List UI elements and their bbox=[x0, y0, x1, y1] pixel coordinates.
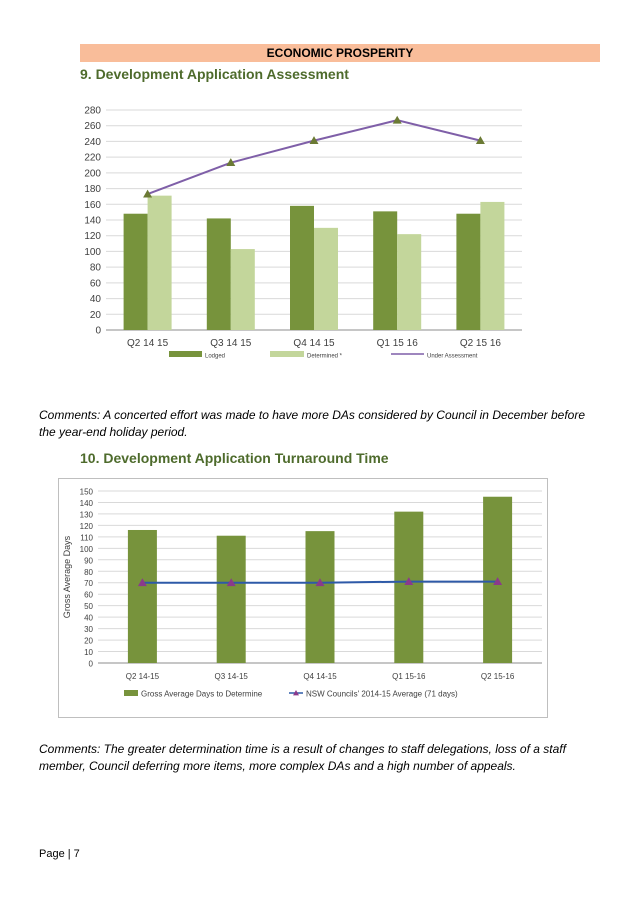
da-assessment-chart-svg: 0 20 40 60 80 100 120 140 160 180 200 220 240 260 280 Q… bbox=[84, 106, 522, 360]
line-marker bbox=[137, 578, 147, 587]
y-tick-label: 140 bbox=[80, 499, 94, 508]
bar-gross-average-days-to-determine bbox=[127, 529, 157, 663]
legend-label: Lodged bbox=[205, 354, 225, 360]
legend-label: Gross Average Days to Determine bbox=[141, 690, 263, 699]
bar-determined bbox=[480, 201, 505, 330]
line-marker bbox=[226, 578, 236, 587]
line-marker bbox=[475, 136, 485, 145]
y-tick-label: 150 bbox=[80, 488, 94, 497]
y-tick-label: 20 bbox=[84, 637, 93, 646]
section-10-heading: 10. Development Application Turnaround T… bbox=[80, 450, 389, 466]
y-tick-label: 10 bbox=[84, 648, 93, 657]
y-tick-label: 60 bbox=[84, 591, 93, 600]
line-marker bbox=[315, 578, 325, 587]
bar-gross-average-days-to-determine bbox=[394, 511, 424, 663]
bar-lodged bbox=[456, 213, 481, 330]
y-tick-label: 80 bbox=[84, 568, 93, 577]
x-tick-label: Q4 14 15 bbox=[293, 338, 335, 349]
y-tick-label: 40 bbox=[84, 614, 93, 623]
line-marker bbox=[392, 115, 402, 124]
bar-determined bbox=[397, 234, 422, 330]
bar-gross-average-days-to-determine bbox=[216, 535, 246, 663]
da-turnaround-chart-svg: 0 10 20 30 40 50 60 70 80 90 100 110 120 130 140 150 Gro… bbox=[58, 478, 548, 718]
y-tick-label: 260 bbox=[84, 121, 101, 132]
line-marker bbox=[493, 577, 503, 585]
da-assessment-chart: 0 20 40 60 80 100 120 140 160 180 200 220 240 260 280 Q… bbox=[80, 96, 540, 372]
page-footer: Page | 7 bbox=[39, 848, 80, 860]
line-marker bbox=[404, 577, 414, 585]
x-tick-label: Q2 14 15 bbox=[127, 338, 169, 349]
y-tick-label: 60 bbox=[90, 278, 102, 289]
legend-swatch bbox=[270, 351, 304, 357]
bar-gross-average-days-to-determine bbox=[305, 531, 335, 663]
comment-1: Comments: A concerted effort was made to… bbox=[39, 408, 586, 439]
bar-determined bbox=[230, 249, 255, 330]
section-banner: ECONOMIC PROSPERITY bbox=[80, 44, 600, 62]
bar-lodged bbox=[206, 218, 231, 330]
y-tick-label: 240 bbox=[84, 137, 101, 148]
section-9-heading: 9. Development Application Assessment bbox=[80, 66, 349, 82]
comment-2: Comments: The greater determination time… bbox=[39, 742, 566, 773]
y-tick-label: 20 bbox=[90, 310, 102, 321]
x-tick-label: Q3 14 15 bbox=[210, 338, 252, 349]
y-tick-label: 180 bbox=[84, 184, 101, 195]
y-tick-label: 70 bbox=[84, 579, 93, 588]
y-tick-label: 90 bbox=[84, 556, 93, 565]
legend-swatch bbox=[124, 690, 138, 696]
y-tick-label: 50 bbox=[84, 602, 93, 611]
line-marker bbox=[309, 136, 319, 145]
bar-lodged bbox=[123, 213, 148, 330]
y-tick-label: 280 bbox=[84, 106, 101, 117]
legend-marker bbox=[293, 690, 299, 696]
legend-label: Determined * bbox=[307, 354, 343, 360]
y-tick-label: 0 bbox=[89, 660, 94, 669]
y-tick-label: 200 bbox=[84, 168, 101, 179]
y-tick-label: 130 bbox=[80, 510, 94, 519]
y-tick-label: 30 bbox=[84, 625, 93, 634]
bar-determined bbox=[314, 227, 338, 330]
y-tick-label: 120 bbox=[80, 522, 94, 531]
chart-frame bbox=[58, 478, 548, 718]
y-tick-label: 220 bbox=[84, 153, 101, 164]
line-marker bbox=[143, 189, 153, 198]
line-marker bbox=[226, 158, 236, 167]
legend-label: NSW Councils' 2014-15 Average (71 days) bbox=[306, 690, 458, 699]
y-axis-label: Gross Average Days bbox=[62, 535, 72, 618]
y-tick-label: 110 bbox=[80, 533, 93, 542]
x-tick-label: Q2 14-15 bbox=[126, 672, 160, 681]
y-tick-label: 100 bbox=[84, 247, 101, 258]
y-tick-label: 160 bbox=[84, 200, 101, 211]
x-tick-label: Q1 15-16 bbox=[392, 672, 426, 681]
x-tick-label: Q3 14-15 bbox=[215, 672, 249, 681]
x-tick-label: Q1 15 16 bbox=[377, 338, 419, 349]
legend-label: Under Assessment bbox=[427, 354, 478, 360]
bar-lodged bbox=[290, 205, 314, 330]
legend-swatch bbox=[169, 351, 202, 357]
bar-lodged bbox=[373, 211, 398, 330]
y-tick-label: 120 bbox=[84, 231, 101, 242]
y-tick-label: 40 bbox=[90, 294, 102, 305]
y-tick-label: 80 bbox=[90, 263, 102, 274]
da-turnaround-chart: 0 10 20 30 40 50 60 70 80 90 100 110 120 130 140 150 Gro… bbox=[58, 478, 548, 718]
y-tick-label: 100 bbox=[80, 545, 94, 554]
x-tick-label: Q2 15-16 bbox=[481, 672, 515, 681]
y-tick-label: 0 bbox=[95, 326, 101, 337]
x-tick-label: Q4 14-15 bbox=[303, 672, 337, 681]
x-tick-label: Q2 15 16 bbox=[460, 338, 502, 349]
bar-determined bbox=[147, 195, 172, 330]
y-tick-label: 140 bbox=[84, 216, 101, 227]
